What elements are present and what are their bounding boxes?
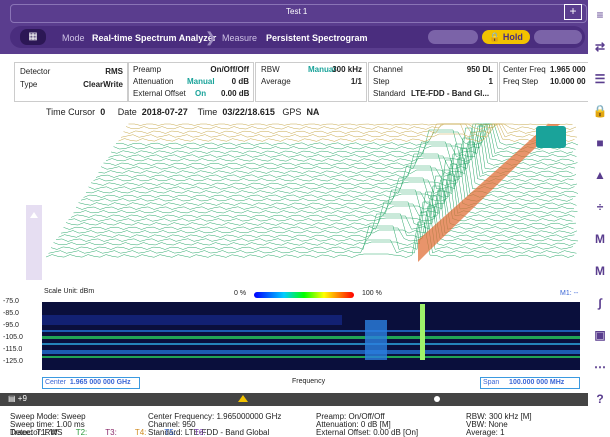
tool-icon[interactable]: ÷ (592, 200, 608, 214)
scale-unit: Scale Unit: dBm (44, 288, 94, 295)
spike (420, 304, 425, 360)
color-bar (254, 292, 354, 298)
center-label: Center (45, 379, 66, 386)
center-value: 1.965 000 000 GHz (70, 379, 131, 386)
tool-icon[interactable]: ■ (592, 136, 608, 150)
marker: M1: -- (560, 290, 578, 297)
band (42, 343, 580, 345)
y-tick-label: -115.0 (3, 346, 22, 353)
tool-icon[interactable]: ≡ (592, 8, 608, 22)
tool-icon[interactable]: ▣ (592, 328, 608, 342)
y-tick-label: -125.0 (3, 358, 23, 365)
span-box[interactable]: Span 100.000 000 MHz (480, 377, 580, 389)
tool-icon[interactable]: ⇄ (592, 40, 608, 54)
tool-icon[interactable]: ▲ (592, 168, 608, 182)
tool-icon[interactable]: M (592, 232, 608, 246)
y-tick-label: -95.0 (3, 322, 19, 329)
trace-item: T4: (135, 428, 147, 437)
tool-icon[interactable]: ? (592, 392, 608, 406)
band (42, 350, 580, 354)
x-label: Frequency (292, 378, 325, 385)
tool-icon[interactable]: ⋯ (592, 360, 608, 374)
scale-min: 0 % (234, 290, 246, 297)
trace-row: Trace: T1: W T2: T3: T4: T5: T6: (10, 428, 206, 437)
y-tick-label: -105.0 (3, 334, 23, 341)
count-value: +9 (18, 394, 27, 403)
trace-item: T1: W (36, 428, 57, 437)
noise-left (42, 315, 342, 325)
span-value: 100.000 000 MHz (509, 379, 564, 386)
trace-item: T6: (194, 428, 206, 437)
pin-icon[interactable] (434, 396, 440, 402)
scale-max: 100 % (362, 290, 382, 297)
view-button[interactable] (536, 126, 566, 148)
burst (365, 320, 387, 360)
trace-item: T2: (76, 428, 88, 437)
tool-icon[interactable]: ☰ (592, 72, 608, 86)
status-bar (0, 393, 588, 406)
count[interactable]: ▤ +9 (8, 394, 27, 403)
band (42, 330, 580, 332)
graphics (0, 0, 610, 437)
band (42, 356, 580, 358)
y-tick-label: -85.0 (3, 310, 19, 317)
trace-item: T5: (164, 428, 176, 437)
trace-label: Trace: (10, 428, 32, 437)
tool-icon[interactable]: M (592, 264, 608, 278)
screen: Test 1 + ▦ Mode Real-time Spectrum Analy… (0, 0, 610, 437)
span-label: Span (483, 379, 499, 386)
center-box[interactable]: Center 1.965 000 000 GHz (42, 377, 140, 389)
tool-icon[interactable]: ∫ (592, 296, 608, 310)
y-tick-label: -75.0 (3, 298, 19, 305)
band (42, 336, 580, 339)
trace-item: T3: (105, 428, 117, 437)
tool-icon[interactable]: 🔒 (592, 104, 608, 118)
